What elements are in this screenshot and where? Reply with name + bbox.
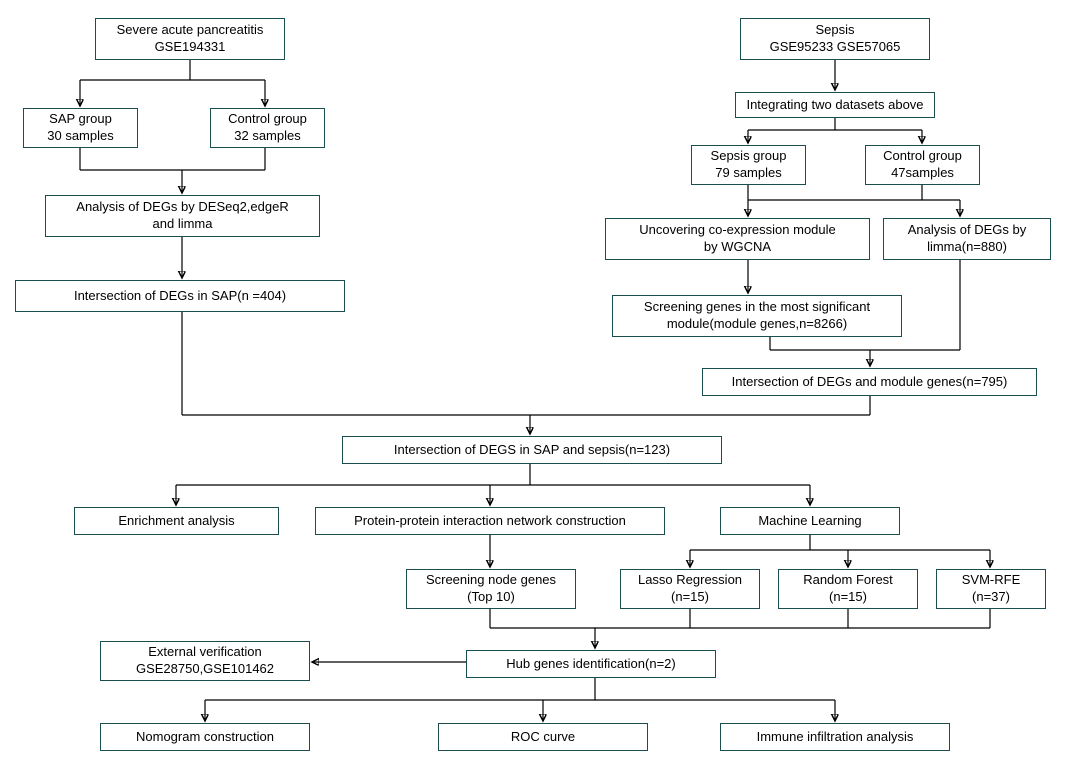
node-control-left: Control group32 samples <box>210 108 325 148</box>
node-intersection-module: Intersection of DEGs and module genes(n=… <box>702 368 1037 396</box>
node-sepsis-group: Sepsis group79 samples <box>691 145 806 185</box>
node-svm: SVM-RFE(n=37) <box>936 569 1046 609</box>
node-screening-module: Screening genes in the most significantm… <box>612 295 902 337</box>
node-control-right: Control group47samples <box>865 145 980 185</box>
node-external: External verificationGSE28750,GSE101462 <box>100 641 310 681</box>
node-node-genes: Screening node genes(Top 10) <box>406 569 576 609</box>
node-lasso: Lasso Regression(n=15) <box>620 569 760 609</box>
node-limma-deg: Analysis of DEGs bylimma(n=880) <box>883 218 1051 260</box>
node-enrichment: Enrichment analysis <box>74 507 279 535</box>
node-ml: Machine Learning <box>720 507 900 535</box>
node-hub: Hub genes identification(n=2) <box>466 650 716 678</box>
node-immune: Immune infiltration analysis <box>720 723 950 751</box>
node-wgcna: Uncovering co-expression moduleby WGCNA <box>605 218 870 260</box>
node-deg-analysis: Analysis of DEGs by DESeq2,edgeRand limm… <box>45 195 320 237</box>
node-sepsis-top: SepsisGSE95233 GSE57065 <box>740 18 930 60</box>
node-sap-top: Severe acute pancreatitisGSE194331 <box>95 18 285 60</box>
node-nomogram: Nomogram construction <box>100 723 310 751</box>
node-roc: ROC curve <box>438 723 648 751</box>
node-ppi: Protein-protein interaction network cons… <box>315 507 665 535</box>
node-rf: Random Forest(n=15) <box>778 569 918 609</box>
node-sap-intersection: Intersection of DEGs in SAP(n =404) <box>15 280 345 312</box>
node-sap-group: SAP group30 samples <box>23 108 138 148</box>
node-integrating: Integrating two datasets above <box>735 92 935 118</box>
node-intersection-sap-sepsis: Intersection of DEGS in SAP and sepsis(n… <box>342 436 722 464</box>
